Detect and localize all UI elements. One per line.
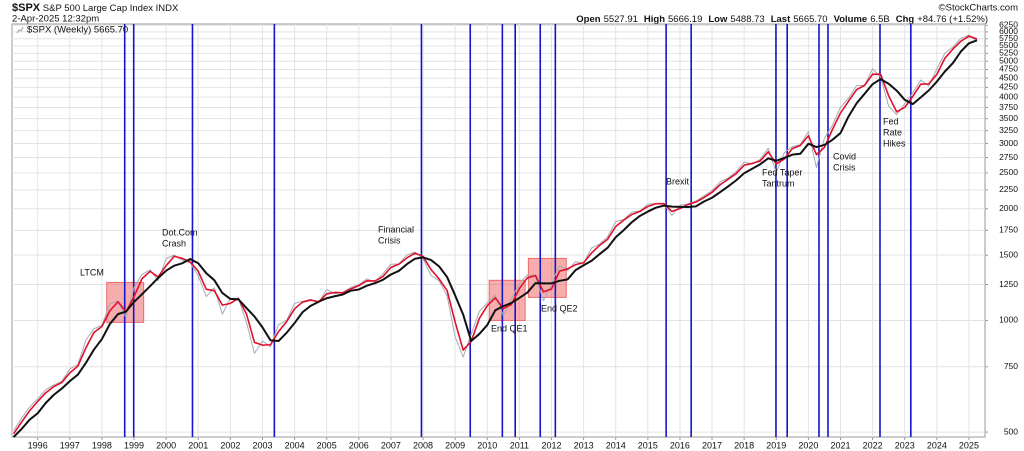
header-title: $SPX S&P 500 Large Cap Index INDX — [12, 2, 179, 14]
y-tick-label: 2750 — [999, 152, 1018, 162]
x-tick-label: 2005 — [317, 440, 337, 450]
x-tick-label: 2000 — [156, 440, 176, 450]
quote: Open 5527.91 High 5666.19 Low 5488.73 Last 5665… — [576, 14, 988, 25]
x-tick-label: 2010 — [477, 440, 497, 450]
x-tick-label: 2019 — [766, 440, 786, 450]
x-tick-label: 2006 — [349, 440, 369, 450]
x-tick-label: 2022 — [863, 440, 883, 450]
x-tick-label: 2023 — [895, 440, 915, 450]
symbol: $SPX — [12, 2, 41, 14]
x-tick-label: 2002 — [220, 440, 240, 450]
annotation: Crisis — [378, 235, 401, 245]
date: 2-Apr-2025 12:32pm — [12, 14, 99, 25]
x-tick-label: 2004 — [285, 440, 305, 450]
quote-label: Low — [708, 14, 728, 25]
y-tick-label: 1000 — [999, 315, 1018, 325]
y-tick-label: 1250 — [999, 279, 1018, 289]
y-tick-label: 4000 — [999, 91, 1018, 101]
y-tick-label: 4500 — [999, 72, 1018, 82]
annotation: Crash — [162, 238, 186, 248]
annotation: Tantrum — [762, 178, 795, 188]
copyright: ©StockCharts.com — [939, 3, 1018, 14]
x-tick-label: 2020 — [798, 440, 818, 450]
highlight-box — [488, 279, 526, 321]
y-tick-label: 500 — [1004, 426, 1018, 436]
quote-label: Volume — [834, 14, 868, 25]
y-tick-label: 3250 — [999, 125, 1018, 135]
quote-label: Open — [576, 14, 600, 25]
quote-value: 5527.91 — [604, 14, 638, 25]
annotation: Dot.Com — [162, 227, 198, 237]
x-tick-label: 2013 — [574, 440, 594, 450]
annotation: Financial — [378, 224, 414, 234]
y-tick-label: 750 — [1004, 361, 1018, 371]
quote-value: 5488.73 — [730, 14, 764, 25]
x-tick-label: 2017 — [702, 440, 722, 450]
legend-icon — [16, 26, 24, 34]
x-tick-label: 1997 — [60, 440, 80, 450]
quote-value: 5665.70 — [793, 14, 827, 25]
series-line — [12, 35, 978, 435]
x-tick-label: 2011 — [510, 440, 529, 450]
annotation: Fed — [883, 116, 899, 126]
annotation: Rate — [883, 127, 902, 137]
y-tick-label: 5000 — [999, 55, 1018, 65]
x-tick-label: 2008 — [413, 440, 433, 450]
y-tick-label: 6250 — [999, 20, 1018, 30]
x-tick-label: 1998 — [92, 440, 112, 450]
y-tick-label: 6000 — [999, 26, 1018, 36]
y-tick-label: 4250 — [999, 82, 1018, 92]
x-tick-label: 2003 — [252, 440, 272, 450]
x-tick-label: 2018 — [734, 440, 754, 450]
quote-value: +84.76 (+1.52%) — [917, 14, 988, 25]
series-line — [13, 34, 978, 431]
exchange: INDX — [156, 3, 179, 14]
y-tick-label: 5500 — [999, 40, 1018, 50]
annotation: Hikes — [883, 138, 906, 148]
y-tick-label: 4750 — [999, 64, 1018, 74]
annotation: Fed Taper — [762, 167, 802, 177]
x-tick-label: 2009 — [445, 440, 465, 450]
x-tick-label: 2007 — [381, 440, 401, 450]
annotation: Crisis — [833, 162, 856, 172]
x-tick-label: 2012 — [541, 440, 561, 450]
legend-label: $SPX (Weekly) 5665.70 — [27, 25, 128, 36]
y-tick-label: 3750 — [999, 102, 1018, 112]
x-tick-label: 2014 — [606, 440, 626, 450]
x-tick-label: 2001 — [188, 440, 208, 450]
annotation: Brexit — [666, 176, 690, 186]
index-name: S&P 500 Large Cap Index — [43, 3, 153, 14]
annotation: End QE2 — [541, 303, 578, 313]
x-tick-label: 2016 — [670, 440, 690, 450]
x-tick-label: 1999 — [124, 440, 144, 450]
quote-value: 6.5B — [870, 14, 890, 25]
y-tick-label: 2500 — [999, 167, 1018, 177]
y-tick-label: 3000 — [999, 138, 1018, 148]
quote-label: Last — [771, 14, 791, 25]
annotation: End QE1 — [491, 323, 528, 333]
quote-value: 5666.19 — [668, 14, 702, 25]
x-tick-label: 2024 — [927, 440, 947, 450]
quote-label: High — [644, 14, 665, 25]
quote-label: Chg — [896, 14, 915, 25]
y-tick-label: 2000 — [999, 203, 1018, 213]
series-line — [12, 39, 978, 438]
x-tick-label: 2025 — [959, 440, 979, 450]
y-tick-label: 1750 — [999, 225, 1018, 235]
y-tick-label: 2250 — [999, 184, 1018, 194]
x-tick-label: 1996 — [28, 440, 48, 450]
annotation: LTCM — [80, 267, 104, 277]
x-tick-label: 2015 — [638, 440, 658, 450]
y-tick-label: 5750 — [999, 33, 1018, 43]
x-tick-label: 2021 — [830, 440, 850, 450]
y-tick-label: 1500 — [999, 249, 1018, 259]
y-tick-label: 5250 — [999, 48, 1018, 58]
annotation: Covid — [833, 151, 856, 161]
y-tick-label: 3500 — [999, 113, 1018, 123]
